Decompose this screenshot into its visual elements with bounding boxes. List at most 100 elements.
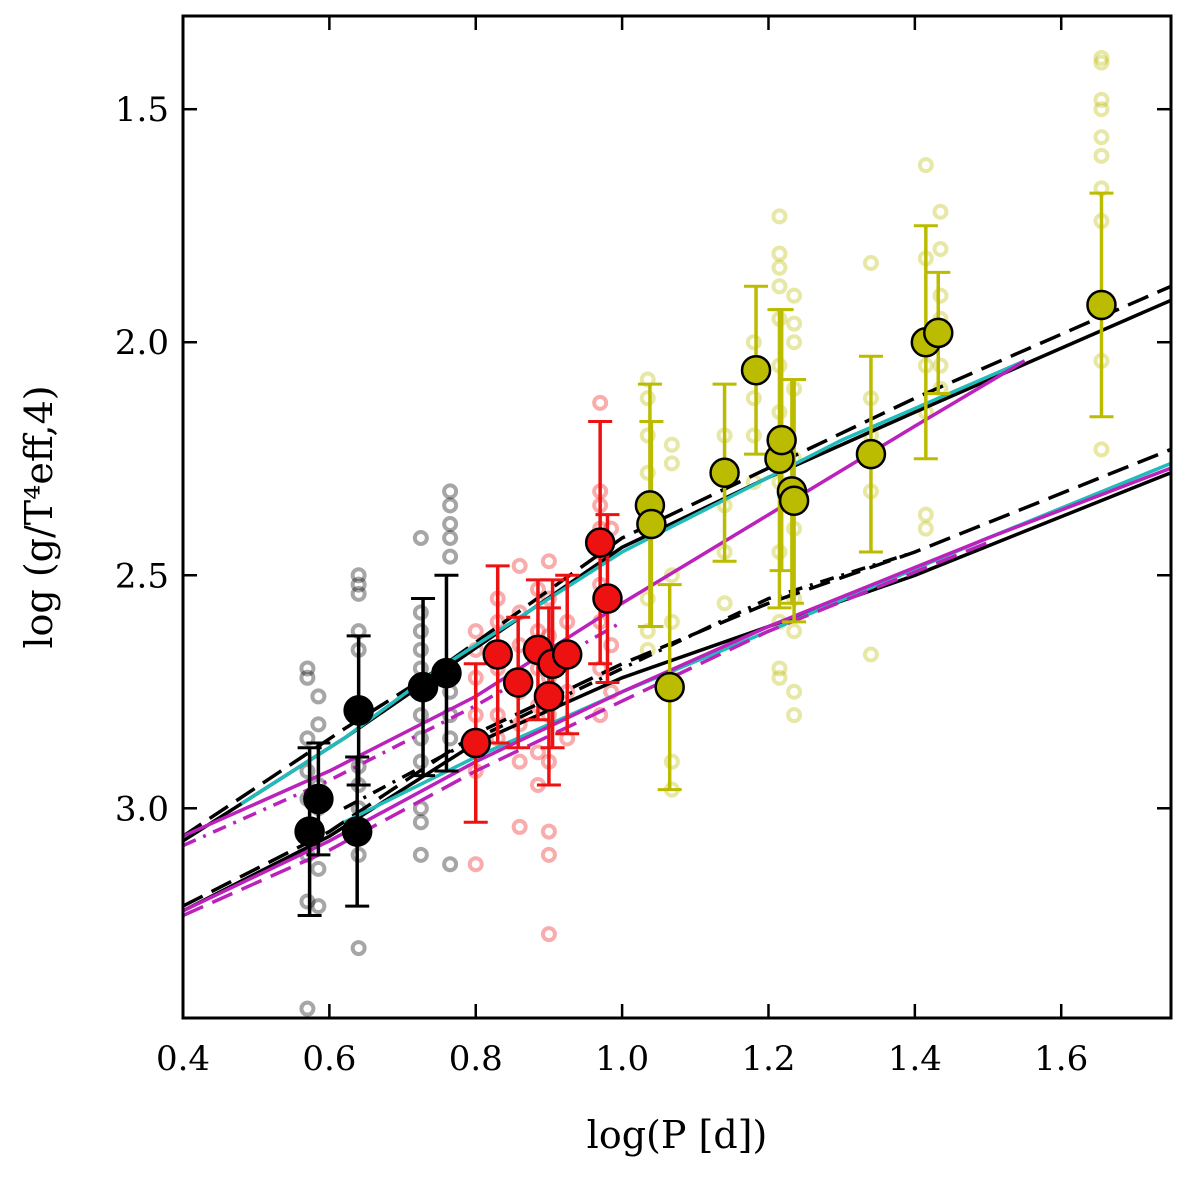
yellow-cepheids-sample-point [771, 278, 788, 295]
fit-line-upper-black-dashed [183, 284, 1171, 838]
fit-line-lower-magenta-dashed [183, 540, 989, 918]
yellow-cepheids-point [766, 424, 797, 456]
yellow-cepheids-sample-point [786, 334, 803, 351]
yellow-cepheids-sample-point [716, 595, 733, 612]
black-cepheids-sample-point [442, 483, 459, 500]
black-cepheids-point [431, 657, 462, 689]
yellow-cepheids-sample-point [1093, 91, 1110, 108]
red-cepheids-sample-point [467, 856, 484, 873]
fit-lines-layer [183, 284, 1171, 918]
yellow-cepheids-sample-point [932, 287, 949, 304]
x-axis-label: log(P [d]) [587, 1113, 768, 1157]
yellow-cepheids-sample-point [917, 157, 934, 174]
black-cepheids-sample-point [442, 548, 459, 565]
yellow-cepheids-sample-point [917, 520, 934, 537]
black-cepheids-sample-point [412, 814, 429, 831]
yellow-cepheids-sample-point [932, 203, 949, 220]
black-cepheids-sample-point [412, 707, 429, 724]
y-tick-label: 2.5 [115, 556, 169, 596]
y-tick-label: 2.0 [115, 323, 169, 363]
yellow-cepheids-sample-point [771, 245, 788, 262]
black-cepheids-sample-point [310, 716, 327, 733]
red-cepheids-sample-point [540, 926, 557, 943]
red-cepheids-point [460, 727, 491, 759]
x-tick-label: 1.2 [741, 1039, 795, 1079]
yellow-cepheids-point [855, 438, 887, 470]
y-tick-label: 1.5 [115, 90, 169, 130]
red-cepheids-point [584, 527, 616, 558]
yellow-cepheids-sample-point [932, 357, 949, 374]
black-cepheids-sample-point [412, 604, 429, 621]
yellow-cepheids-point [923, 317, 954, 349]
ticks-layer: 0.4 0.6 0.8 1.0 1.2 1.4 1.6 1.5 2.0 2.5 3.0 [115, 16, 1171, 1079]
black-cepheids-sample-point [442, 515, 459, 532]
yellow-cepheids-point [778, 485, 810, 516]
fit-line-lower-black-dashdot [343, 550, 916, 810]
black-cepheids-sample-point [412, 846, 429, 863]
black-cepheids-sample-point [412, 641, 429, 658]
yellow-cepheids-sample-point [745, 334, 762, 351]
red-cepheids-sample-point [540, 590, 557, 607]
yellow-cepheids-sample-point [1093, 129, 1110, 146]
black-cepheids-sample-point [412, 623, 429, 640]
black-cepheids-sample-point [350, 576, 367, 593]
black-cepheids-point [303, 783, 334, 815]
yellow-cepheids-point [740, 354, 772, 386]
black-cepheids-sample-point [310, 898, 327, 915]
black-cepheids-sample-point [442, 529, 459, 546]
yellow-cepheids-sample-point [786, 315, 803, 332]
red-cepheids-sample-point [592, 394, 609, 411]
red-cepheids-sample-point [603, 637, 620, 654]
yellow-cepheids-sample-point [663, 613, 680, 630]
y-tick-label: 3.0 [115, 789, 169, 829]
black-cepheids-sample-point [350, 567, 367, 584]
x-tick-label: 1.0 [595, 1039, 649, 1079]
x-tick-label: 0.4 [156, 1039, 210, 1079]
black-cepheids-sample-point [442, 730, 459, 747]
yellow-cepheids-sample-point [862, 646, 879, 663]
yellow-cepheids-sample-point [1093, 147, 1110, 164]
fit-line-upper-magenta [183, 359, 1026, 838]
black-cepheids-sample-point [310, 860, 327, 877]
x-tick-label: 0.6 [302, 1039, 356, 1079]
black-cepheids-sample-point [299, 660, 316, 677]
x-tick-label: 1.4 [888, 1039, 942, 1079]
plot-frame [181, 14, 1173, 1020]
red-cepheids-point [551, 639, 583, 670]
black-cepheids-sample-point [310, 688, 327, 705]
black-cepheids-sample-point [299, 669, 316, 686]
x-tick-label: 1.6 [1034, 1039, 1088, 1079]
red-cepheids-sample-point [529, 744, 546, 761]
plot-background [183, 16, 1171, 1018]
red-cepheids-point [533, 681, 565, 712]
black-cepheids-sample-point [299, 762, 316, 779]
points-layer [294, 289, 1117, 847]
red-cepheids-point [482, 639, 513, 670]
yellow-cepheids-sample-point [1093, 49, 1110, 66]
black-cepheids-sample-point [442, 856, 459, 873]
red-cepheids-sample-point [540, 846, 557, 863]
yellow-cepheids-sample-point [786, 683, 803, 700]
yellow-cepheids-sample-point [932, 241, 949, 258]
red-cepheids-sample-point [540, 553, 557, 570]
yellow-cepheids-sample-point [786, 707, 803, 724]
yellow-cepheids-point [709, 457, 740, 488]
black-cepheids-sample-point [299, 1000, 316, 1017]
yellow-cepheids-point [636, 508, 667, 540]
yellow-cepheids-sample-point [771, 208, 788, 225]
red-cepheids-sample-point [511, 753, 528, 770]
yellow-cepheids-sample-point [745, 427, 762, 444]
yellow-cepheids-sample-point [771, 259, 788, 276]
yellow-cepheids-sample-point [639, 464, 656, 481]
red-cepheids-point [592, 583, 623, 614]
black-cepheids-point [294, 816, 325, 847]
yellow-cepheids-sample-point [639, 390, 656, 407]
black-cepheids-point [341, 816, 373, 847]
yellow-cepheids-sample-point [745, 390, 762, 407]
yellow-cepheids-sample-point [862, 255, 879, 272]
red-cepheids-sample-point [511, 818, 528, 835]
black-cepheids-sample-point [350, 585, 367, 602]
fit-line-lower-magenta [183, 466, 1171, 913]
fit-line-lower-black-solid [183, 471, 1171, 913]
